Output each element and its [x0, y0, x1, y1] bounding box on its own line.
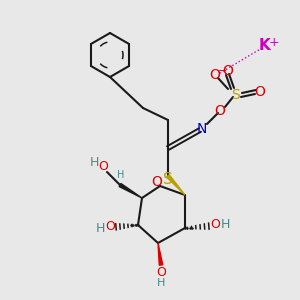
- Text: O: O: [214, 104, 225, 118]
- Text: N: N: [197, 122, 207, 136]
- Text: +: +: [269, 37, 279, 50]
- Polygon shape: [158, 243, 163, 265]
- Text: H: H: [220, 218, 230, 230]
- Text: O: O: [210, 68, 220, 82]
- Text: O: O: [152, 175, 162, 189]
- Text: S: S: [231, 88, 239, 102]
- Text: S: S: [163, 172, 173, 187]
- Text: H: H: [89, 157, 99, 169]
- Text: H: H: [157, 278, 165, 288]
- Text: H: H: [117, 170, 125, 180]
- Text: K: K: [259, 38, 271, 52]
- Polygon shape: [119, 184, 142, 198]
- Text: O: O: [223, 64, 233, 78]
- Text: O: O: [98, 160, 108, 173]
- Text: O: O: [105, 220, 115, 233]
- Text: O: O: [156, 266, 166, 280]
- Polygon shape: [167, 175, 185, 195]
- Text: H: H: [95, 221, 105, 235]
- Text: O: O: [255, 85, 266, 99]
- Text: −: −: [218, 66, 228, 76]
- Text: O: O: [210, 218, 220, 232]
